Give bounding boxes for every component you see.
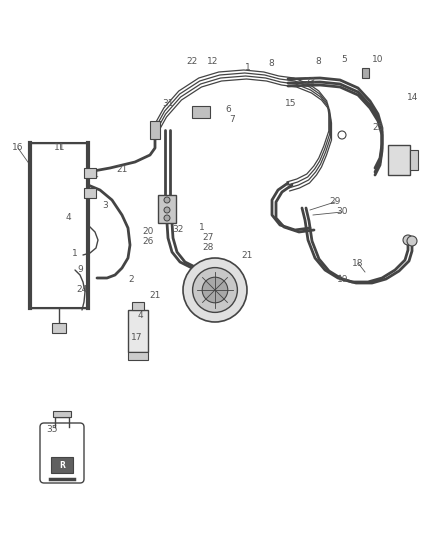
Text: 4: 4 [137,311,143,319]
FancyBboxPatch shape [40,423,84,483]
Bar [388,145,410,175]
Bar [84,168,96,178]
Text: 31: 31 [162,99,174,108]
Bar [410,150,418,170]
Text: 29: 29 [329,198,341,206]
Text: 23: 23 [304,77,316,86]
Text: 10: 10 [372,55,384,64]
Text: 28: 28 [202,244,214,253]
Text: 26: 26 [142,238,154,246]
Bar [158,195,176,223]
Circle shape [403,235,413,245]
Bar [51,457,73,473]
Text: 18: 18 [352,259,364,268]
Text: 15: 15 [285,99,297,108]
Bar [52,323,66,333]
Text: 22: 22 [187,58,198,67]
Text: 19: 19 [337,276,349,285]
Text: 20: 20 [142,228,154,237]
Text: 1: 1 [199,223,205,232]
Text: 16: 16 [12,143,24,152]
Text: 21: 21 [149,290,161,300]
Text: 8: 8 [315,58,321,67]
Circle shape [164,197,170,203]
Text: 33: 33 [166,216,178,225]
Text: 5: 5 [341,55,347,64]
Circle shape [164,207,170,213]
Text: 2: 2 [128,276,134,285]
Text: 1: 1 [245,63,251,72]
Text: 34: 34 [159,208,171,217]
Text: 25: 25 [372,124,384,133]
Circle shape [407,236,417,246]
Bar [128,310,148,352]
Bar [362,68,369,78]
Text: 27: 27 [202,233,214,243]
Text: 3: 3 [102,200,108,209]
Bar [150,121,160,139]
Text: 8: 8 [268,60,274,69]
Bar [192,106,210,118]
Bar [30,143,88,308]
Text: 30: 30 [336,207,348,216]
Text: 4: 4 [65,214,71,222]
Text: 24: 24 [76,286,88,295]
Circle shape [202,277,228,303]
Bar [132,302,144,310]
Text: 9: 9 [77,265,83,274]
Text: 17: 17 [131,333,143,342]
Text: 12: 12 [207,58,219,67]
Circle shape [338,131,346,139]
Text: 6: 6 [225,106,231,115]
Circle shape [193,268,237,312]
Text: 4: 4 [92,171,98,180]
Text: 35: 35 [46,425,58,434]
Circle shape [183,258,247,322]
Bar [84,188,96,198]
Text: 7: 7 [229,116,235,125]
Text: R: R [59,461,65,470]
Circle shape [164,215,170,221]
Text: 14: 14 [407,93,419,102]
Bar [128,352,148,360]
Bar [53,411,71,417]
Text: 21: 21 [241,251,253,260]
Text: 32: 32 [172,224,184,233]
Text: 1: 1 [72,248,78,257]
Text: 11: 11 [54,143,66,152]
Text: 21: 21 [117,166,128,174]
